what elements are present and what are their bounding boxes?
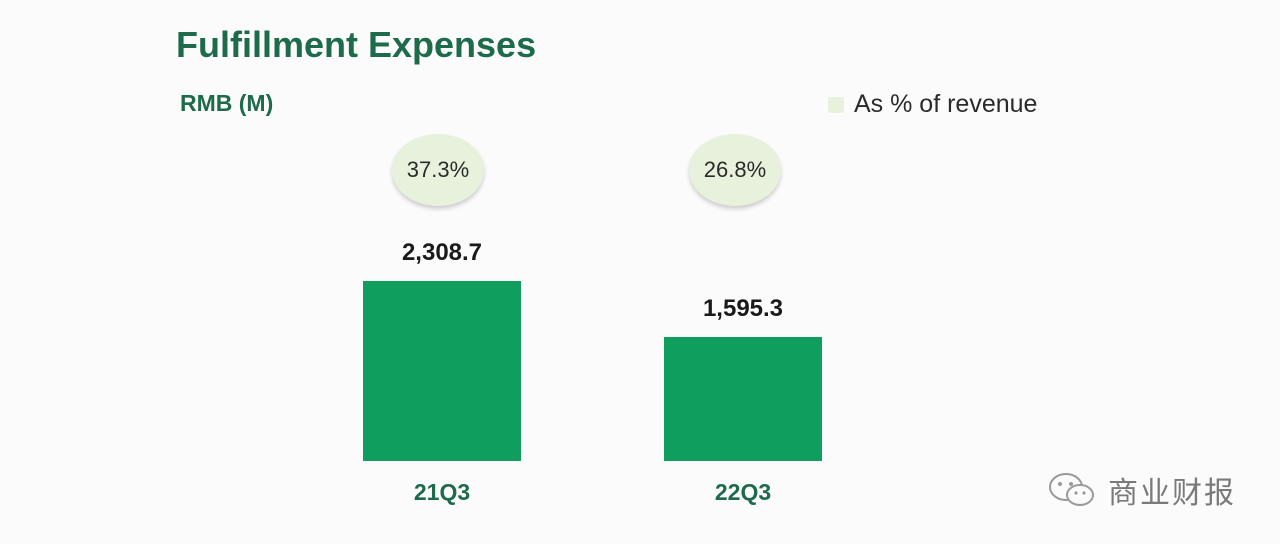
percent-bubble: 37.3% xyxy=(392,134,484,206)
value-label: 2,308.7 xyxy=(401,239,483,266)
value-label: 1,595.3 xyxy=(702,294,784,322)
watermark: 商业财报 xyxy=(1046,468,1236,512)
category-label: 21Q3 xyxy=(413,479,471,505)
bar-21q3 xyxy=(363,281,521,461)
legend-label: As % of revenue xyxy=(854,90,1038,118)
chart-title: Fulfillment Expenses xyxy=(176,24,537,65)
wechat-icon xyxy=(1049,473,1094,506)
bar-22q3 xyxy=(664,336,822,461)
percent-bubble: 26.8% xyxy=(689,134,781,206)
legend: As % of revenue xyxy=(828,90,1037,119)
category-label: 22Q3 xyxy=(714,479,772,505)
watermark-text: 商业财报 xyxy=(1108,477,1236,510)
legend-swatch xyxy=(828,96,844,113)
unit-label: RMB (M) xyxy=(180,90,274,116)
